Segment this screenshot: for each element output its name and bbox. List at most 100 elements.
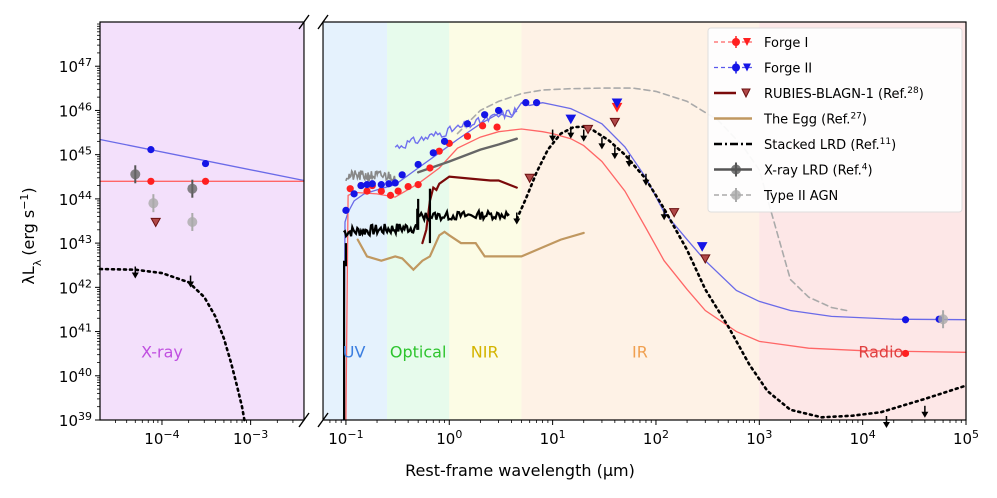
data-point (426, 164, 434, 172)
y-tick-label: 1046 (59, 100, 92, 121)
data-point (363, 187, 371, 195)
upper-limit-arrow (660, 214, 668, 221)
band-uv (323, 22, 388, 420)
legend-label: The Egg (Ref.27) (763, 112, 867, 128)
rubies-triangle (668, 208, 680, 218)
data-point (350, 190, 358, 198)
axes-frame (99, 14, 967, 428)
y-tick-label: 1047 (59, 56, 92, 77)
x-tick-label: 105 (953, 428, 979, 449)
band-label-x-ray: X-ray (141, 343, 183, 362)
series-the-egg (356, 230, 585, 272)
data-point (342, 206, 350, 214)
data-point (368, 180, 376, 188)
rubies-triangle (582, 124, 594, 135)
upper-limit-arrow (513, 218, 521, 225)
y-tick-label: 1043 (59, 233, 92, 254)
data-point (404, 182, 412, 191)
data-point (363, 181, 371, 189)
data-point (385, 180, 393, 188)
band-label-uv: UV (343, 343, 366, 362)
type2-point (187, 217, 198, 228)
y-tick-label: 1041 (59, 321, 92, 342)
legend: Forge I Forge II RUBIES-BLAGN-1 (Ref.28) Th… (707, 27, 963, 213)
data-point (201, 177, 210, 185)
type2-point (938, 314, 949, 325)
legend-label: Forge II (764, 62, 812, 77)
upper-limit-arrow (642, 179, 650, 186)
legend-triangle (741, 88, 751, 99)
spectrum-forge-ii (394, 106, 518, 150)
series-type-ii-agn (456, 87, 848, 312)
upper-limit-arrow (580, 135, 588, 142)
data-point (147, 177, 155, 185)
series-rubies-blagn-1 (421, 175, 518, 245)
upper-limit-arrow (882, 422, 890, 428)
axis-break-gap (304, 21, 323, 421)
data-point (463, 120, 472, 128)
legend-label: RUBIES-BLAGN-1 (Ref.28) (764, 86, 924, 102)
upper-limit-arrow (549, 135, 557, 142)
right-panel-frame (322, 21, 967, 421)
legend-label: Stacked LRD (Ref.11) (764, 137, 896, 153)
series-stacked-lrd-left (98, 267, 246, 422)
x-tick-label: 10−4 (144, 428, 179, 449)
series-forge-i-model (345, 128, 967, 421)
forge-ii-triangle (565, 114, 577, 125)
upper-limit-arrow (625, 160, 633, 167)
data-markers (130, 98, 949, 428)
axes-ticks: 1039 1040 1041 1042 1043 1044 1045 1046 1047 10−4… (59, 23, 979, 449)
band-label-optical: Optical (390, 343, 447, 362)
rubies-triangle (609, 117, 621, 128)
upper-limit-arrow (131, 272, 139, 279)
data-point (147, 146, 155, 154)
x-tick-label: 102 (643, 428, 669, 449)
x-tick-label: 10−1 (328, 428, 363, 449)
data-point (394, 187, 402, 195)
data-point (463, 132, 472, 140)
legend-label: Forge I (764, 36, 808, 51)
data-point (478, 122, 487, 130)
forge-ii-triangle (696, 242, 708, 252)
x-tick-label: 10−3 (233, 428, 268, 449)
axis-break-mark (317, 14, 329, 30)
wavelength-bands (100, 22, 966, 420)
data-point (377, 181, 385, 189)
legend-marker (732, 63, 740, 72)
spectrum-xray-lrd (345, 168, 396, 183)
upper-limit-arrow (921, 411, 929, 418)
data-point (414, 160, 422, 169)
x-tick-label: 101 (540, 428, 566, 449)
upper-limit-arrow (567, 132, 575, 139)
xray-lrd-point (130, 169, 141, 180)
legend-marker (731, 190, 741, 200)
legend-triangle (743, 63, 751, 72)
y-tick-label: 1044 (59, 188, 92, 209)
data-point (493, 123, 501, 131)
data-point (440, 137, 449, 145)
forge-ii-triangle (611, 98, 623, 109)
data-point (391, 179, 399, 187)
data-point (386, 191, 395, 199)
x-tick-label: 104 (850, 428, 876, 449)
upper-limit-arrow (598, 143, 606, 150)
xray-lrd-point (187, 183, 198, 194)
legend-label: X-ray LRD (Ref.4) (764, 163, 873, 179)
upper-limit-arrow (611, 153, 619, 160)
x-tick-label: 100 (436, 428, 462, 449)
band-label-nir: NIR (471, 343, 499, 362)
data-point (522, 99, 530, 107)
left-panel-frame (99, 21, 305, 421)
data-point (494, 106, 503, 115)
axis-break-mark (317, 412, 329, 428)
data-point (346, 185, 354, 193)
legend-marker (732, 38, 740, 46)
x-tick-label: 103 (746, 428, 772, 449)
series-forge-ii-model-left (99, 138, 305, 182)
y-tick-label: 1045 (59, 144, 92, 165)
band-labels: X-ray UV Optical NIR IR Radio (141, 343, 903, 362)
axis-break-mark (298, 14, 310, 30)
data-point (377, 187, 385, 195)
upper-limit-arrow (187, 281, 195, 288)
